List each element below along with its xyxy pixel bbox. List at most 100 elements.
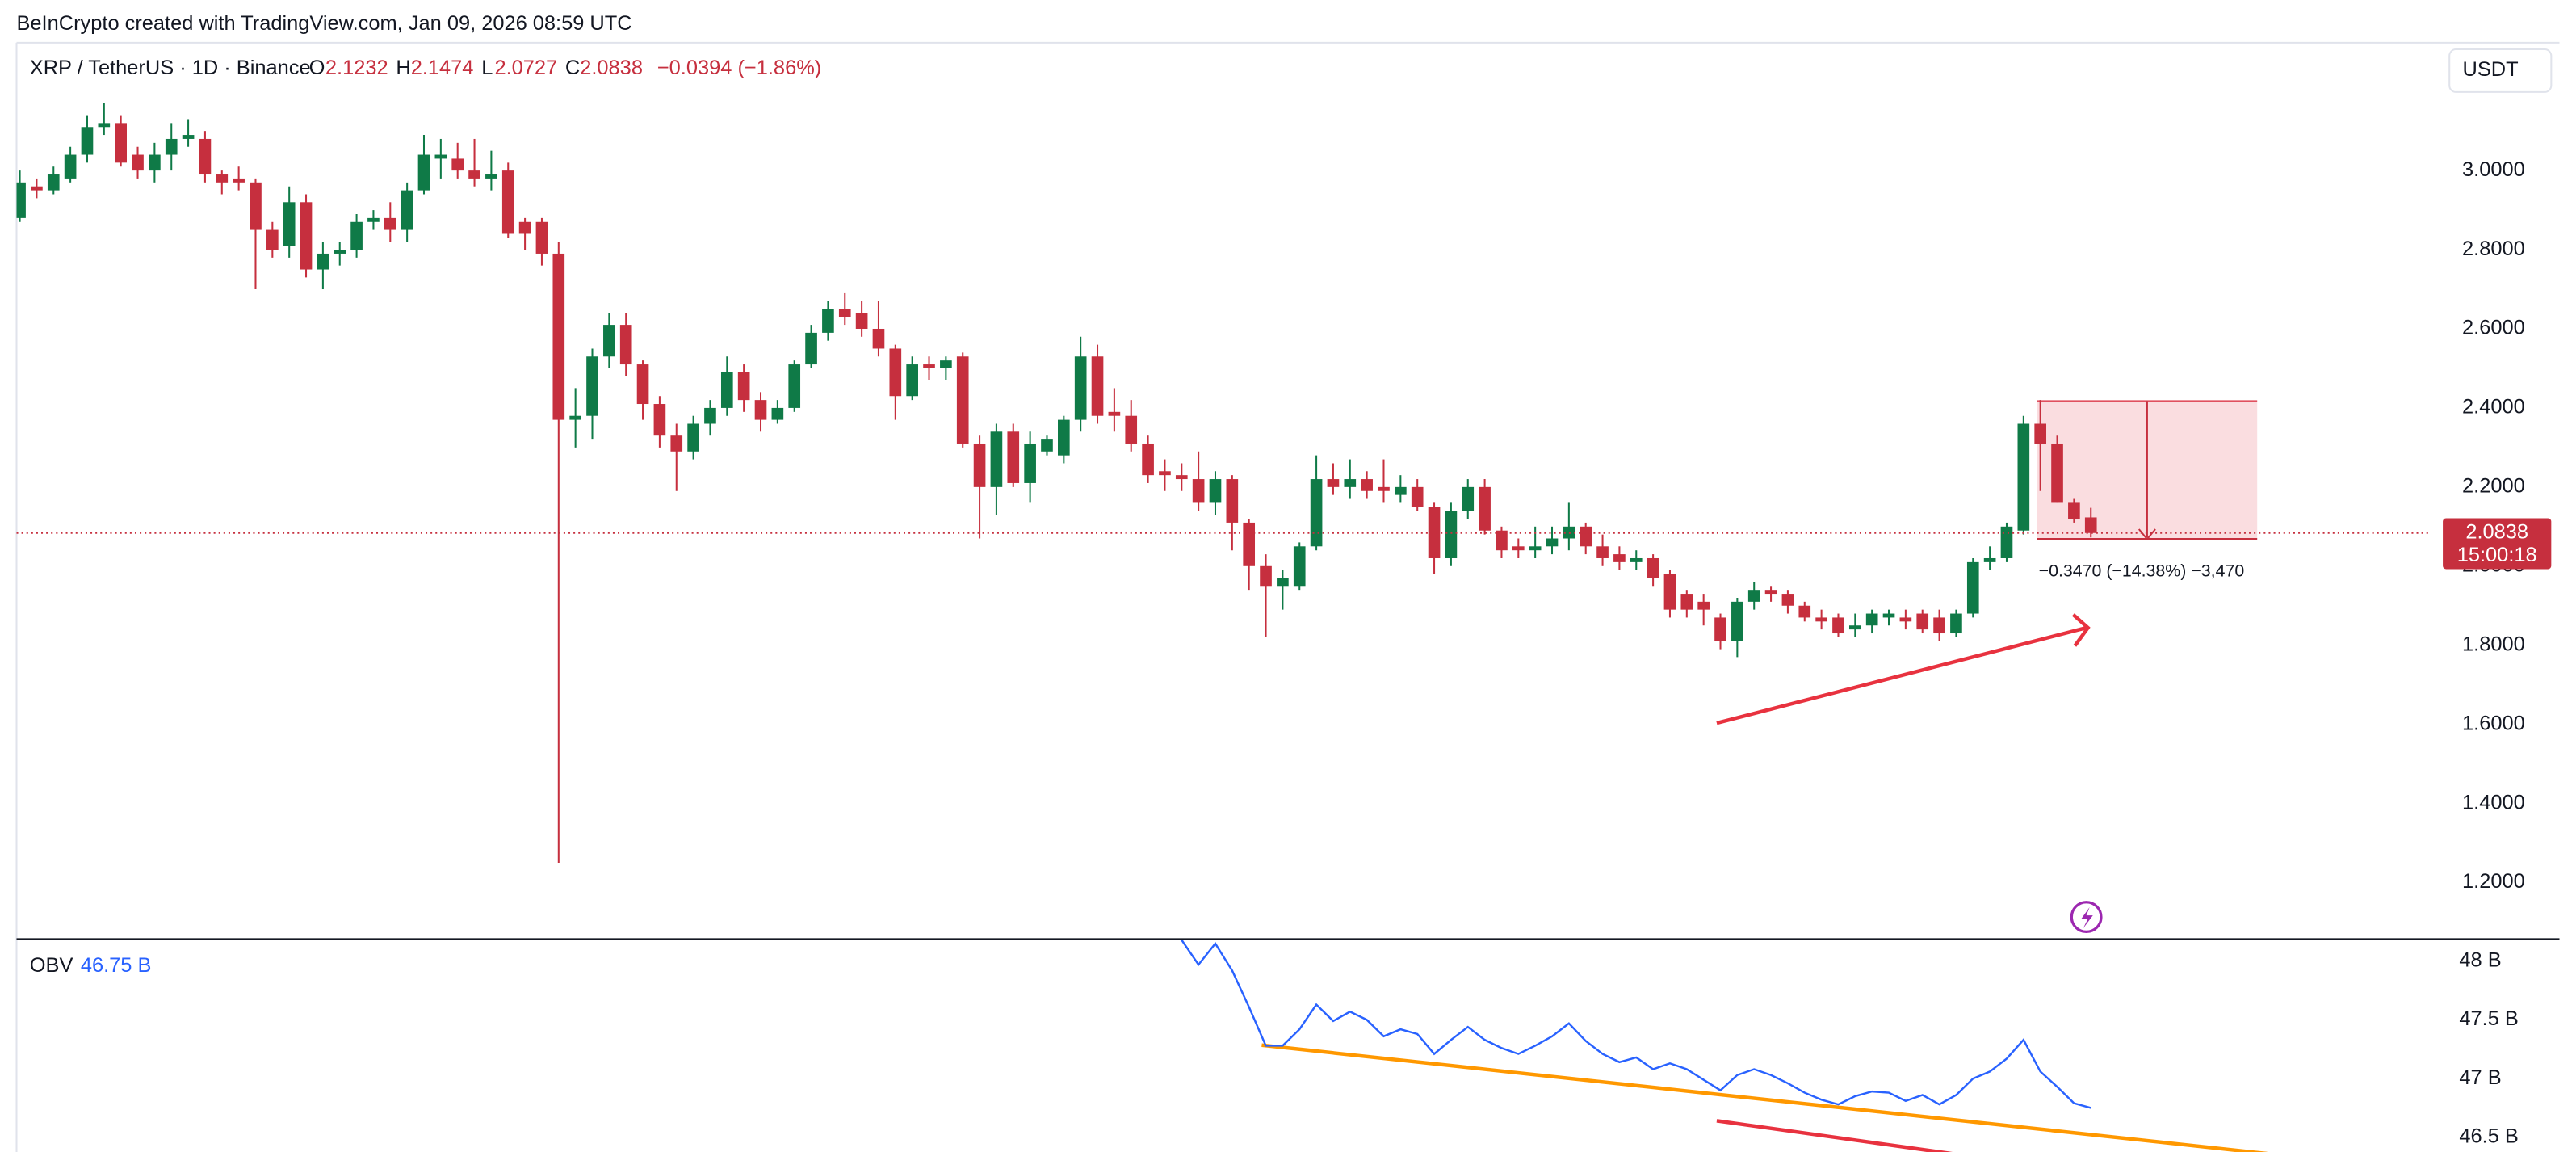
candle-body bbox=[704, 407, 716, 424]
y-tick-label: 1.6000 bbox=[2462, 712, 2525, 734]
candle-body bbox=[535, 221, 548, 254]
candle-body bbox=[1580, 526, 1592, 547]
candle-body bbox=[1781, 594, 1794, 606]
y-tick-label: 1.8000 bbox=[2462, 633, 2525, 655]
candle-body bbox=[906, 364, 918, 397]
candle-body bbox=[1462, 486, 1475, 511]
candle-body bbox=[2034, 423, 2047, 444]
candle-body bbox=[1731, 601, 1743, 641]
candle-body bbox=[788, 364, 801, 408]
y-tick-label: 2.2000 bbox=[2462, 475, 2525, 498]
candle-body bbox=[1832, 617, 1844, 634]
candle-body bbox=[1327, 479, 1340, 487]
y-tick-label: 2.4000 bbox=[2462, 396, 2525, 418]
candle-body bbox=[1091, 356, 1104, 416]
y-tick-label: 48 B bbox=[2459, 948, 2501, 971]
candle-body bbox=[2084, 517, 2097, 533]
candle-body bbox=[1378, 486, 1390, 491]
candle-body bbox=[1798, 605, 1811, 618]
candle-body bbox=[47, 174, 60, 191]
candle-body bbox=[1697, 601, 1710, 610]
y-tick-label: 47 B bbox=[2459, 1066, 2501, 1089]
candle-body bbox=[1815, 617, 1827, 622]
candle-body bbox=[1310, 479, 1323, 547]
candle-body bbox=[1596, 546, 1609, 558]
ohlc-change: −0.0394 (−1.86%) bbox=[657, 57, 821, 79]
candle-body bbox=[317, 253, 329, 270]
candle-body bbox=[1159, 471, 1171, 476]
candle-body bbox=[367, 217, 380, 222]
price-label-box bbox=[2443, 518, 2552, 570]
candle-body bbox=[1175, 475, 1188, 480]
candle-body bbox=[586, 356, 598, 416]
currency-box[interactable] bbox=[2448, 48, 2553, 93]
obv-drawings bbox=[1261, 1043, 2268, 1152]
obv-legend-value: 46.75 B bbox=[81, 954, 152, 977]
candle-body bbox=[1058, 419, 1070, 456]
y-tick-label: 47.5 B bbox=[2459, 1007, 2518, 1030]
candle-body bbox=[283, 202, 296, 246]
candle-body bbox=[1260, 565, 1272, 587]
obv-trendline bbox=[1261, 1043, 2268, 1152]
candle-body bbox=[1479, 486, 1491, 531]
candle-body bbox=[569, 415, 581, 420]
ohlc-label: C bbox=[565, 57, 580, 79]
candle-body bbox=[1142, 443, 1154, 476]
candle-body bbox=[956, 356, 969, 444]
candle-body bbox=[754, 400, 767, 420]
ohlc-label: H bbox=[396, 57, 410, 79]
currency[interactable]: USDT bbox=[2462, 58, 2518, 81]
candle-body bbox=[451, 158, 464, 171]
obv-line bbox=[1181, 940, 2091, 1109]
candle-body bbox=[940, 360, 952, 368]
candle-body bbox=[216, 174, 229, 183]
candle-body bbox=[401, 190, 413, 230]
trend-arrowhead bbox=[2071, 613, 2091, 647]
countdown: 15:00:18 bbox=[2457, 544, 2537, 566]
candle-body bbox=[1411, 486, 1424, 507]
candle-body bbox=[1764, 590, 1777, 595]
candle-body bbox=[1395, 486, 1407, 495]
candle-body bbox=[1209, 479, 1222, 503]
candle-body bbox=[1277, 578, 1289, 587]
y-tick-label: 2.8000 bbox=[2462, 238, 2525, 260]
candle-body bbox=[16, 182, 26, 218]
candle-body bbox=[1865, 613, 1878, 626]
candle-body bbox=[149, 154, 161, 171]
candle-body bbox=[485, 174, 497, 179]
candle-body bbox=[98, 123, 111, 128]
candle-body bbox=[771, 407, 784, 420]
candle-body bbox=[434, 154, 447, 159]
alert-bolt bbox=[2081, 906, 2093, 929]
candle-body bbox=[619, 325, 632, 365]
y-tick-label: 1.2000 bbox=[2462, 870, 2525, 893]
candle-body bbox=[518, 221, 531, 234]
candle-body bbox=[670, 435, 683, 452]
candle-body bbox=[687, 423, 699, 452]
candle-body bbox=[1108, 411, 1121, 416]
candle-body bbox=[838, 309, 851, 317]
y-tick-label: 3.0000 bbox=[2462, 158, 2525, 181]
candle-body bbox=[1361, 479, 1373, 491]
candle-body bbox=[636, 364, 649, 405]
candle-body bbox=[2068, 502, 2080, 519]
candle-body bbox=[1007, 431, 1020, 483]
candle-body bbox=[1546, 538, 1559, 547]
candle-body bbox=[923, 364, 935, 368]
ohlc-label: O bbox=[309, 57, 325, 79]
candle-body bbox=[1226, 479, 1239, 523]
ohlc-value: 2.0838 bbox=[580, 57, 643, 79]
candle-body bbox=[1613, 554, 1626, 562]
y-tick-label: 1.4000 bbox=[2462, 791, 2525, 814]
candle-body bbox=[1647, 557, 1659, 578]
candle-body bbox=[1950, 613, 1962, 634]
candle-body bbox=[603, 325, 615, 357]
candle-body bbox=[300, 202, 313, 270]
trend-arrow bbox=[1716, 625, 2087, 725]
candle-body bbox=[468, 170, 480, 179]
candle-body bbox=[81, 127, 94, 155]
candle-body bbox=[1983, 557, 1996, 562]
candle-body bbox=[720, 372, 733, 408]
ohlc-label: L bbox=[481, 57, 493, 79]
